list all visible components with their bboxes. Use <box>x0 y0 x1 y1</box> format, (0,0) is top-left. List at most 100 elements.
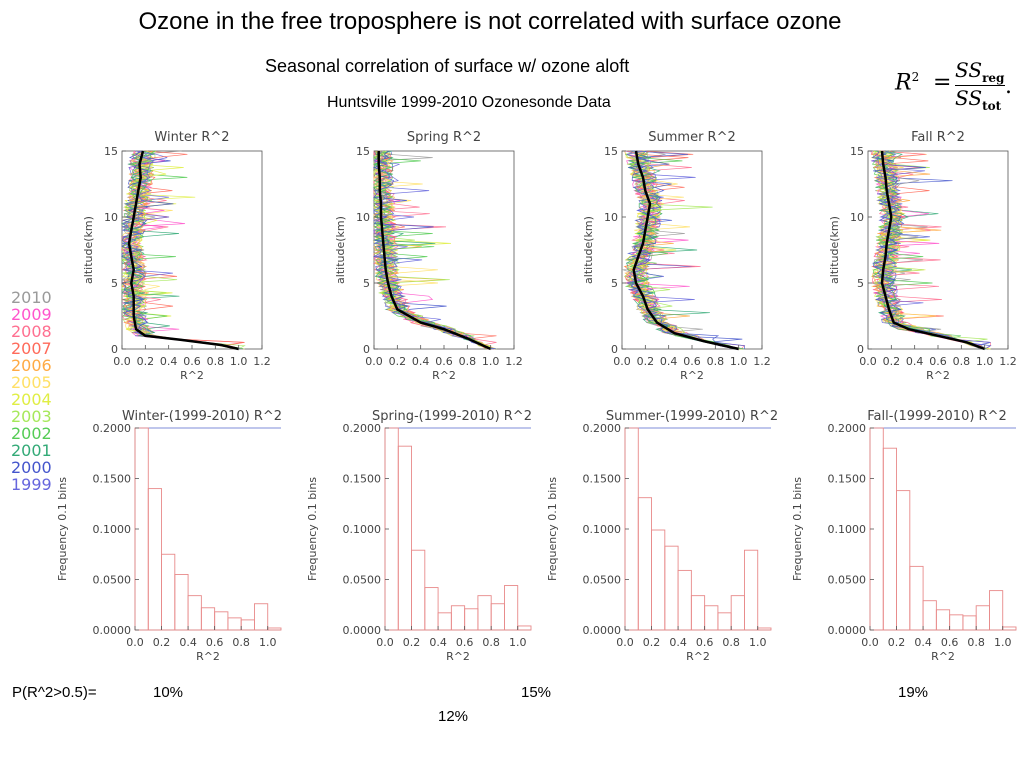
histogram-bar <box>214 611 229 631</box>
x-tick-label: 0.6 <box>183 355 201 368</box>
x-tick-label: 0.6 <box>206 636 224 649</box>
year-profile-line <box>624 150 735 350</box>
year-legend: 2010 2009 2008 2007 2006 2005 2004 2003 2002 2001… <box>11 289 52 493</box>
histogram-bar <box>704 605 719 631</box>
year-profile-line <box>871 150 986 350</box>
year-profile-line <box>626 150 745 350</box>
year-profile-line <box>871 150 991 350</box>
y-tick-label: 15 <box>356 145 370 158</box>
histogram-bar <box>922 600 937 631</box>
histogram-bar <box>517 625 532 631</box>
legend-year-2001: 2001 <box>11 441 52 460</box>
legend-year-2000: 2000 <box>11 458 52 477</box>
chart-title: Winter-(1999-2010) R^2 <box>122 409 282 424</box>
histogram-bar <box>147 488 162 631</box>
slide-data-source: Huntsville 1999-2010 Ozonesonde Data <box>327 94 611 111</box>
x-tick-label: 0.2 <box>389 355 407 368</box>
x-tick-label: 0.6 <box>941 636 959 649</box>
histogram-bar <box>437 612 452 631</box>
x-tick-label: 1.0 <box>994 636 1012 649</box>
y-tick-label: 5 <box>363 277 370 290</box>
x-axis-label: R^2 <box>432 369 456 382</box>
year-profile-line <box>625 150 738 350</box>
x-axis-label: R^2 <box>180 369 204 382</box>
x-tick-label: 0.8 <box>459 355 477 368</box>
year-profile-line <box>372 150 497 350</box>
y-tick-label: 0.1500 <box>828 473 867 486</box>
y-tick-label: 0.0000 <box>343 624 382 637</box>
x-tick-label: 0.2 <box>403 636 421 649</box>
probability-spring: 12% <box>438 708 469 725</box>
legend-year-2002: 2002 <box>11 424 52 443</box>
legend-year-2005: 2005 <box>11 373 52 392</box>
y-tick-label: 0.1500 <box>343 473 382 486</box>
histogram-bar <box>717 612 732 631</box>
histogram-bar <box>227 617 242 631</box>
legend-year-2010: 2010 <box>11 288 52 307</box>
histogram-bar <box>882 447 897 631</box>
y-tick-label: 10 <box>850 211 864 224</box>
probability-label: P(R^2>0.5)= <box>12 684 97 701</box>
fall-profile-chart: Fall R^2 0.0 0.2 0.4 0.6 0.8 1.0 1.2 0 5 10 15 R^2 al… <box>828 130 1017 382</box>
histogram-bar <box>424 587 439 631</box>
y-tick-label: 0.0500 <box>828 574 867 587</box>
y-tick-label: 0 <box>611 343 618 356</box>
x-tick-label: 0.0 <box>616 636 634 649</box>
histogram-bar <box>161 553 176 631</box>
year-profile-line <box>871 150 990 350</box>
x-tick-label: 0.0 <box>113 355 131 368</box>
y-tick-label: 0.1000 <box>343 523 382 536</box>
year-profile-line <box>628 150 745 349</box>
histogram-bar <box>504 585 519 631</box>
y-tick-label: 0.0500 <box>93 574 132 587</box>
histogram-bar <box>975 605 990 631</box>
y-tick-label: 0.0500 <box>583 574 622 587</box>
y-axis-label: altitude(km) <box>582 216 595 284</box>
legend-year-2008: 2008 <box>11 322 52 341</box>
x-tick-label: 0.0 <box>859 355 877 368</box>
histogram-bar <box>637 497 652 631</box>
r-squared-formula: R2 = SSreg SStot . <box>893 58 1013 118</box>
winter-profile-chart: Winter R^2 0.0 0.2 0.4 0.6 0.8 1.0 1.2 0 5 10 15 R^2… <box>82 130 271 382</box>
x-axis-label: R^2 <box>680 369 704 382</box>
x-tick-label: 1.0 <box>259 636 277 649</box>
x-tick-label: 1.2 <box>753 355 771 368</box>
histogram-bar <box>989 590 1004 631</box>
x-tick-label: 0.2 <box>153 636 171 649</box>
year-profile-line <box>373 150 497 350</box>
x-tick-label: 0.6 <box>456 636 474 649</box>
x-tick-label: 0.0 <box>365 355 383 368</box>
y-tick-label: 15 <box>850 145 864 158</box>
y-tick-label: 0 <box>111 343 118 356</box>
y-tick-label: 10 <box>604 211 618 224</box>
legend-year-2006: 2006 <box>11 356 52 375</box>
chart-title: Summer R^2 <box>648 130 736 145</box>
histogram-bar <box>896 490 911 631</box>
x-tick-label: 1.0 <box>976 355 994 368</box>
chart-title: Fall-(1999-2010) R^2 <box>867 409 1007 424</box>
spring-histogram: Spring-(1999-2010) R^2 0.0 0.2 0.4 0.6 0.8 1.0… <box>306 409 532 663</box>
slide-subtitle: Seasonal correlation of surface w/ ozone… <box>265 56 630 76</box>
y-tick-label: 0.0000 <box>828 624 867 637</box>
x-tick-label: 0.0 <box>613 355 631 368</box>
year-profile-line <box>373 150 495 350</box>
legend-year-2009: 2009 <box>11 305 52 324</box>
formula-fraction-bar <box>955 85 1005 86</box>
histogram-bar <box>397 445 412 631</box>
histogram-bar <box>477 595 492 631</box>
x-tick-label: 0.2 <box>888 636 906 649</box>
histogram-bar <box>664 545 679 631</box>
x-tick-label: 0.8 <box>953 355 971 368</box>
histogram-bar <box>690 595 706 631</box>
legend-year-2004: 2004 <box>11 390 52 409</box>
histogram-bar <box>174 573 189 631</box>
summer-profile-chart: Summer R^2 0.0 0.2 0.4 0.6 0.8 1.0 1.2 0 5 10 15 R^2… <box>582 130 771 382</box>
probability-summer: 15% <box>521 684 552 701</box>
y-axis-label: Frequency 0.1 bins <box>56 477 69 581</box>
x-tick-label: 0.6 <box>696 636 714 649</box>
histogram-bar <box>677 569 692 631</box>
histogram-bar <box>935 609 951 631</box>
y-tick-label: 0.2000 <box>93 422 132 435</box>
x-tick-label: 0.4 <box>660 355 678 368</box>
x-axis-label: R^2 <box>446 650 470 663</box>
